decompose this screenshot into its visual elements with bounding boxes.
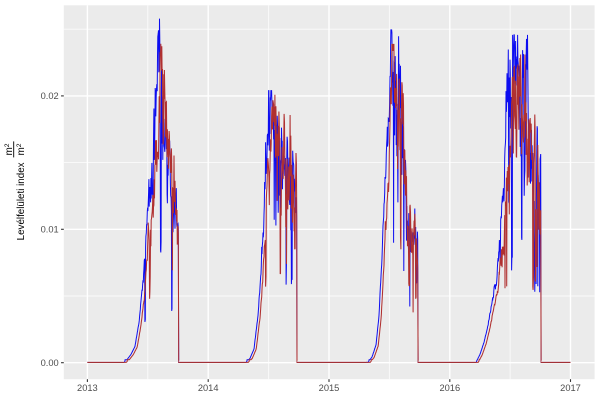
svg-text:2015: 2015	[319, 383, 340, 393]
svg-text:m2: m2	[4, 143, 15, 155]
svg-text:0.00: 0.00	[41, 358, 59, 368]
svg-text:2014: 2014	[198, 383, 219, 393]
svg-text:Levélfelületi index: Levélfelületi index	[16, 162, 27, 240]
svg-text:0.01: 0.01	[41, 224, 59, 234]
svg-text:2017: 2017	[560, 383, 581, 393]
svg-text:0.02: 0.02	[41, 91, 59, 101]
svg-text:2016: 2016	[439, 383, 460, 393]
svg-text:m2: m2	[16, 143, 27, 155]
svg-text:2013: 2013	[77, 383, 98, 393]
